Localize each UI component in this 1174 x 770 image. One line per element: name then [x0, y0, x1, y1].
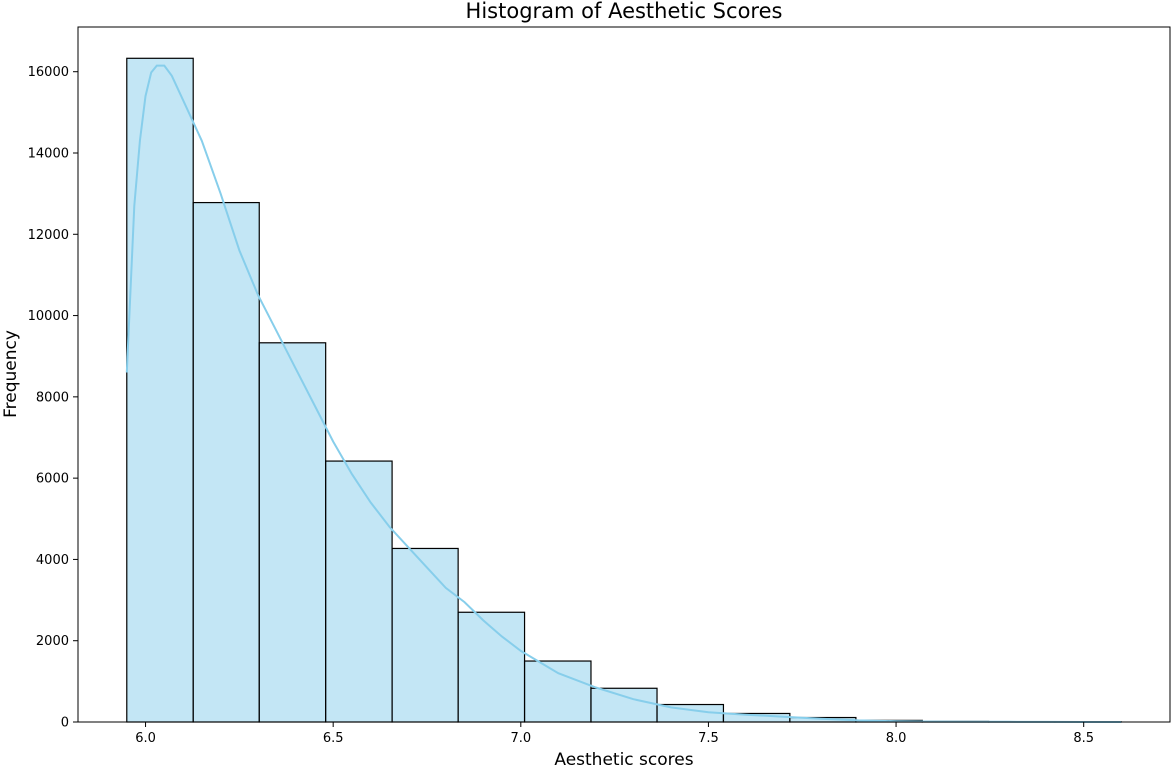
- y-tick-label: 14000: [28, 146, 69, 161]
- y-tick-label: 6000: [36, 472, 69, 487]
- histogram-bar: [457, 611, 526, 723]
- y-tick-label: 8000: [36, 390, 69, 405]
- histogram-bar: [325, 460, 393, 723]
- x-tick-label: 6.5: [323, 731, 344, 746]
- x-tick-label: 7.5: [698, 731, 719, 746]
- y-tick-label: 4000: [36, 553, 69, 568]
- x-tick-label: 8.5: [1073, 731, 1094, 746]
- histogram-bar: [523, 660, 592, 723]
- y-tick-label: 12000: [28, 228, 69, 243]
- x-tick-label: 7.0: [510, 731, 531, 746]
- histogram-bar: [391, 547, 459, 723]
- x-tick-label: 8.0: [886, 731, 907, 746]
- y-tick-label: 2000: [36, 634, 69, 649]
- x-tick-label: 6.0: [135, 731, 156, 746]
- y-axis-ticks: 0 2000 4000 6000 8000 10000 12000 14000 16000: [28, 65, 78, 731]
- histogram-bar: [192, 201, 260, 723]
- y-axis-label: Frequency: [1, 330, 21, 418]
- bars-group: [126, 57, 1122, 723]
- y-tick-label: 10000: [28, 309, 69, 324]
- histogram-bar: [590, 687, 658, 723]
- kde-curve-group: [125, 64, 1122, 723]
- x-axis-label: Aesthetic scores: [554, 750, 693, 770]
- chart-title: Histogram of Aesthetic Scores: [466, 0, 783, 23]
- histogram-bar: [258, 342, 327, 723]
- y-tick-label: 0: [61, 716, 69, 731]
- plot-frame: [77, 26, 1171, 723]
- y-tick-label: 16000: [28, 65, 69, 80]
- x-axis-ticks: 6.0 6.5 7.0 7.5 8.0 8.5: [135, 722, 1094, 746]
- histogram-bar: [126, 57, 194, 723]
- kde-curve: [125, 64, 1122, 723]
